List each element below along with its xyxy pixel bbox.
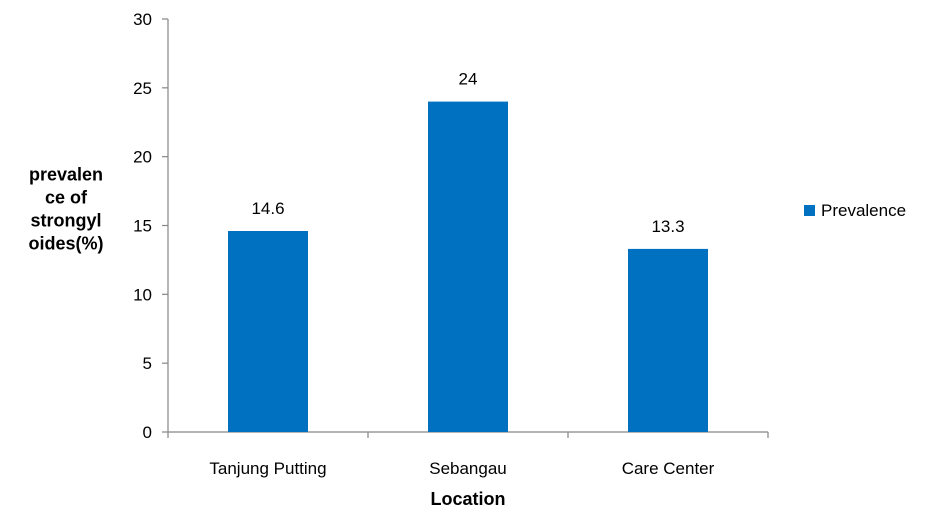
legend: Prevalence <box>804 201 906 220</box>
legend-label: Prevalence <box>821 201 906 220</box>
y-tick-label: 5 <box>143 354 152 373</box>
bar <box>628 248 708 432</box>
y-axis-title-line: ce of <box>45 188 88 208</box>
x-tick-label: Sebangau <box>429 459 507 478</box>
bars: 14.6 24 13.3 <box>228 70 708 432</box>
y-axis-title: prevalen ce of strongyl oides(%) <box>28 165 103 254</box>
bar <box>428 101 508 432</box>
y-tick-label: 0 <box>143 423 152 442</box>
y-tick-label: 15 <box>133 217 152 236</box>
x-axis: Tanjung Putting Sebangau Care Center <box>167 431 769 478</box>
y-axis-title-line: prevalen <box>29 165 103 185</box>
y-tick-label: 20 <box>133 148 152 167</box>
y-axis: 0 5 10 15 20 25 30 <box>133 10 169 442</box>
bar <box>228 231 308 432</box>
data-label: 13.3 <box>651 217 684 236</box>
y-tick-label: 25 <box>133 79 152 98</box>
legend-swatch <box>804 205 815 216</box>
data-label: 14.6 <box>251 199 284 218</box>
y-axis-title-line: oides(%) <box>28 234 103 254</box>
x-tick-label: Tanjung Putting <box>209 459 326 478</box>
x-axis-title: Location <box>431 489 506 509</box>
y-tick-label: 30 <box>133 10 152 29</box>
data-label: 24 <box>459 70 478 89</box>
x-tick-label: Care Center <box>622 459 715 478</box>
y-tick-label: 10 <box>133 285 152 304</box>
y-axis-title-line: strongyl <box>30 211 101 231</box>
